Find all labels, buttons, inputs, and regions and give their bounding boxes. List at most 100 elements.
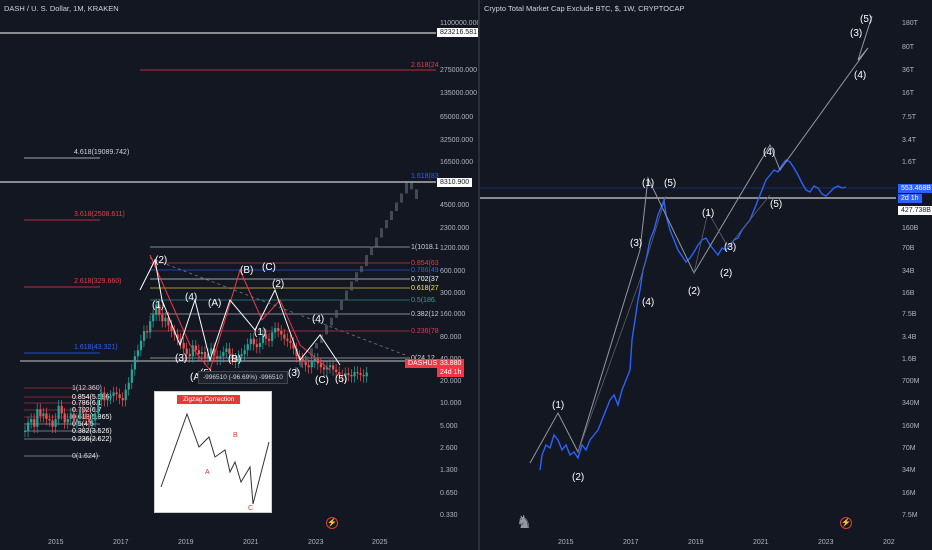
candle-body	[155, 304, 158, 315]
y-tick-label: 4500.000	[440, 202, 469, 209]
wave-label: (3)	[850, 28, 862, 39]
wave-label-red: (B)	[240, 265, 253, 276]
wave-label-green: (B)	[228, 354, 241, 365]
candle-body	[362, 375, 365, 377]
candle-body	[136, 350, 140, 357]
altcap-chart-canvas[interactable]: 180T 80T 36T 16T 7.5T 3.4T 1.6T 160B 70B 34B 16B 7.…	[480, 0, 932, 550]
projection-candle	[345, 290, 348, 301]
x-tick-label: 2021	[243, 539, 259, 546]
flash-icon[interactable]: ⚡	[326, 517, 338, 529]
candle-body	[48, 419, 51, 421]
wave-label: (2)	[572, 472, 584, 483]
y-tick-label: 65000.000	[440, 114, 473, 121]
candle-body	[203, 352, 207, 359]
candle-body	[359, 373, 362, 376]
candle-body	[200, 352, 204, 355]
y-tick-label: 36T	[902, 67, 915, 74]
y-tick-label: 135000.000	[440, 90, 477, 97]
projection-candle	[305, 356, 308, 362]
fib-retrace-label: 0.236(78	[411, 328, 439, 335]
candle-body	[319, 363, 323, 368]
panel-divider[interactable]	[478, 0, 480, 550]
candle-body	[216, 356, 219, 359]
candle-body	[173, 331, 176, 335]
fib-ext-label: 4.618(19089.742)	[74, 149, 129, 156]
measure-tooltip: -996510 (-96.69%) -996510	[198, 371, 288, 384]
wave-label-green: (C)	[262, 262, 276, 273]
candle-body	[146, 331, 149, 333]
dash-chart-canvas[interactable]: 1100000.000 275000.000 135000.000 65000.000…	[0, 0, 478, 550]
altcap-line	[539, 159, 847, 471]
y-tick-label: 32500.000	[440, 137, 473, 144]
fib-retrace-label: 0.618(27	[411, 285, 439, 292]
wave-label: (2)	[155, 255, 167, 266]
inset-wave-label: B	[233, 432, 238, 439]
candle-body	[158, 304, 161, 315]
fib-ext-label: 1.618(43.321)	[74, 344, 118, 351]
candle-body	[222, 352, 225, 357]
candle-body	[106, 398, 109, 401]
y-tick-label: 1.300	[440, 467, 458, 474]
projection-candle	[400, 193, 403, 203]
fib-retrace-label: 0.382(12	[411, 311, 439, 318]
symbol-tag: DASHUSD	[405, 359, 446, 368]
candle-body	[188, 354, 191, 357]
inset-wave-label: A	[205, 469, 210, 476]
candle-body	[286, 338, 289, 341]
candle-body	[295, 348, 298, 357]
y-tick-label: 70B	[902, 245, 915, 252]
projection-candle	[330, 317, 333, 326]
candle-body	[115, 392, 118, 395]
candle-body	[255, 344, 258, 347]
candle-body	[100, 392, 103, 401]
candle-body	[292, 343, 295, 349]
candle-body	[51, 420, 54, 427]
wave-label: (3)	[630, 238, 642, 249]
fib-retrace-label: 0.786(49	[411, 267, 439, 274]
y-tick-label: 16500.000	[440, 159, 473, 166]
fib-small-label: 0.854(5.586)	[72, 394, 112, 401]
candle-body	[252, 338, 255, 345]
dash-chart-title: DASH / U. S. Dollar, 1M, KRAKEN	[4, 4, 119, 13]
wave-label: (4)	[312, 314, 324, 325]
candle-body	[210, 348, 213, 355]
projection-candle	[380, 228, 383, 238]
projection-candle	[335, 310, 338, 318]
candle-body	[63, 413, 66, 423]
candle-body	[57, 405, 60, 420]
fib-top-label: 2.618(24	[411, 62, 439, 69]
flash-icon-right[interactable]: ⚡	[840, 517, 852, 529]
candle-body	[121, 398, 124, 401]
projection-candle	[310, 348, 313, 357]
candle-body	[27, 422, 30, 432]
white-wave-path	[139, 258, 341, 366]
y-tick-label: 1200.000	[440, 245, 469, 252]
x-tick-label: 2019	[688, 539, 704, 546]
candle-body	[118, 394, 121, 399]
price-tag-mid: 8310.900	[437, 178, 473, 187]
candle-body	[191, 345, 194, 357]
candle-body	[130, 369, 133, 383]
candle-body	[152, 314, 155, 322]
wave-label: (3)	[288, 368, 300, 379]
fib-small-label: 0.702(6.7	[72, 407, 102, 414]
altcap-chart-panel[interactable]: 180T 80T 36T 16T 7.5T 3.4T 1.6T 160B 70B 34B 16B 7.…	[480, 0, 932, 550]
candle-body	[182, 343, 185, 349]
wave-label-red: (C)	[315, 375, 329, 386]
wave-label-red: (A)	[190, 372, 203, 383]
y-tick-label: 340M	[902, 400, 920, 407]
wave-label: (4)	[763, 147, 775, 158]
candle-body	[338, 372, 341, 376]
y-tick-label: 300.000	[440, 290, 465, 297]
candle-body	[329, 365, 332, 368]
fib-top-label: 1.618(83	[411, 173, 439, 180]
dash-chart-panel[interactable]: 1100000.000 275000.000 135000.000 65000.000…	[0, 0, 478, 550]
fib-small-label: 0.236(2.622)	[72, 436, 112, 443]
y-tick-label: 600.000	[440, 268, 465, 275]
candle-body	[332, 365, 335, 370]
y-tick-label: 160M	[902, 423, 920, 430]
candle-body	[207, 354, 210, 359]
projection-candle	[325, 325, 328, 335]
candle-body	[274, 328, 277, 333]
candle-body	[213, 348, 216, 357]
